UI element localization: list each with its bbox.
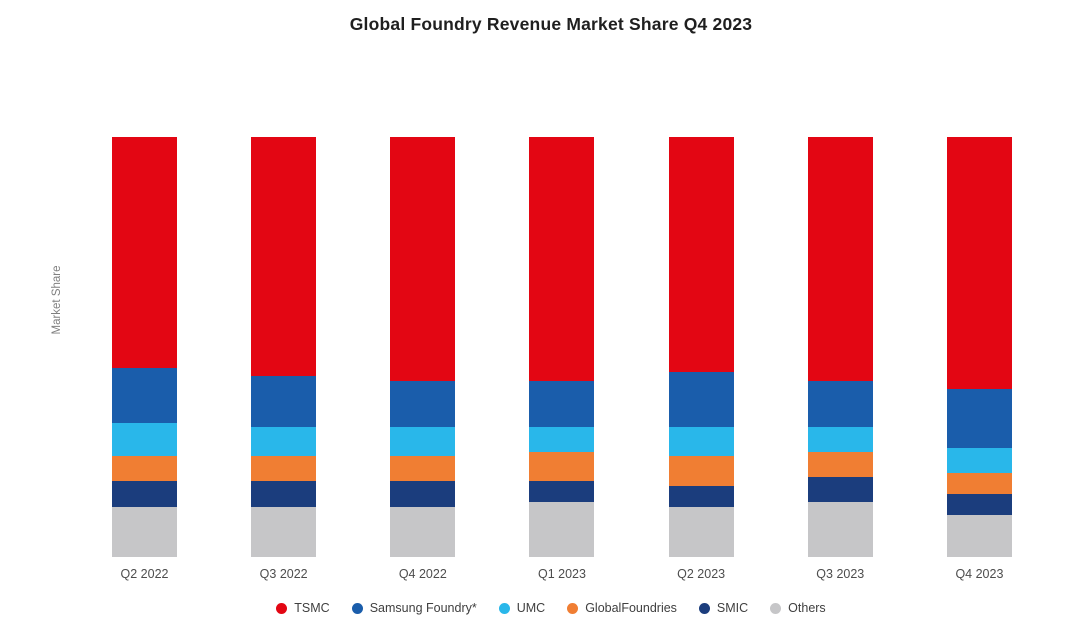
- stacked-bar: [946, 137, 1012, 557]
- bar-segment-samsung-foundry: [529, 380, 595, 427]
- bar-segment-globalfoundries: [251, 456, 317, 482]
- bar-segment-smic: [390, 481, 456, 507]
- legend-dot-icon: [351, 602, 363, 614]
- stacked-bar: [529, 137, 595, 557]
- bar-segment-tsmc: [251, 137, 317, 377]
- bar-segment-globalfoundries: [529, 451, 595, 482]
- bar-segment-others: [112, 506, 177, 557]
- bar-segment-samsung-foundry: [112, 368, 177, 423]
- bar-segment-tsmc: [390, 137, 456, 381]
- bar-segment-umc: [112, 422, 177, 457]
- legend-item-tsmc: TSMC: [276, 601, 330, 615]
- stacked-bar: [390, 137, 456, 557]
- bar-segment-others: [946, 514, 1012, 557]
- x-axis-tick-label: Q1 2023: [537, 567, 586, 581]
- bar-segment-samsung-foundry: [668, 372, 734, 427]
- bar-segment-others: [529, 502, 595, 557]
- legend-item-globalfoundries: GlobalFoundries: [567, 601, 677, 615]
- legend-label: UMC: [516, 601, 546, 615]
- legend-dot-icon: [698, 602, 710, 614]
- bar-segment-globalfoundries: [668, 456, 734, 486]
- stacked-bar: [112, 137, 177, 557]
- chart-title: Global Foundry Revenue Market Share Q4 2…: [349, 14, 753, 34]
- stacked-bar: [807, 137, 873, 557]
- bar-segment-umc: [946, 447, 1012, 473]
- x-axis-tick-label: Q2 2022: [120, 567, 169, 581]
- bar-segment-smic: [112, 481, 177, 507]
- legend-item-umc: UMC: [498, 601, 546, 615]
- legend-label: Samsung Foundry*: [369, 601, 477, 615]
- legend-dot-icon: [567, 602, 579, 614]
- bar-segment-samsung-foundry: [390, 380, 456, 427]
- bar-segment-others: [251, 506, 317, 557]
- stacked-bar: [251, 137, 317, 557]
- legend-dot-icon: [770, 602, 782, 614]
- legend-item-smic: SMIC: [698, 601, 749, 615]
- bar-segment-smic: [807, 477, 873, 503]
- bar-segment-umc: [251, 426, 317, 457]
- bar-segment-globalfoundries: [807, 451, 873, 478]
- bar-segment-tsmc: [668, 137, 734, 373]
- bar-column-q2-2023: Q2 2023: [668, 137, 734, 581]
- stacked-bar: [668, 137, 734, 557]
- bar-segment-smic: [529, 481, 595, 503]
- bar-column-q4-2023: Q4 2023: [946, 137, 1012, 581]
- legend-label: SMIC: [716, 601, 749, 615]
- bar-segment-umc: [529, 426, 595, 452]
- bar-segment-umc: [390, 426, 456, 457]
- bar-segment-smic: [668, 485, 734, 507]
- legend-label: GlobalFoundries: [585, 601, 677, 615]
- legend-dot-icon: [498, 602, 510, 614]
- bar-column-q3-2023: Q3 2023: [807, 137, 873, 581]
- legend-label: TSMC: [294, 601, 330, 615]
- legend: TSMC Samsung Foundry* UMC GlobalFoundries SM…: [45, 601, 1057, 615]
- legend-dot-icon: [276, 602, 288, 614]
- bar-segment-globalfoundries: [946, 472, 1012, 494]
- bar-segment-globalfoundries: [390, 456, 456, 482]
- x-axis-tick-label: Q3 2022: [259, 567, 308, 581]
- bar-segment-smic: [251, 481, 317, 507]
- bar-column-q3-2022: Q3 2022: [251, 137, 317, 581]
- bar-segment-tsmc: [807, 137, 873, 381]
- bar-column-q2-2022: Q2 2022: [112, 137, 177, 581]
- bar-segment-umc: [807, 426, 873, 452]
- bar-segment-tsmc: [946, 137, 1012, 389]
- legend-label: Others: [788, 601, 826, 615]
- bar-segment-samsung-foundry: [946, 389, 1012, 448]
- bar-segment-umc: [668, 426, 734, 457]
- bar-segment-tsmc: [112, 137, 177, 368]
- x-axis-tick-label: Q4 2023: [955, 567, 1004, 581]
- bar-column-q4-2022: Q4 2022: [390, 137, 456, 581]
- bar-segment-others: [807, 502, 873, 557]
- legend-item-samsung-foundry: Samsung Foundry*: [351, 601, 477, 615]
- bar-segment-smic: [946, 493, 1012, 515]
- bar-segment-samsung-foundry: [807, 380, 873, 427]
- plot-area: Q2 2022 Q3 2022 Q4 2022 Q1 2023 Q2 2023 Q3 20…: [112, 137, 1012, 581]
- y-axis-label: Market Share: [51, 265, 63, 335]
- x-axis-tick-label: Q3 2023: [816, 567, 865, 581]
- bar-segment-tsmc: [529, 137, 595, 381]
- bar-segment-others: [668, 506, 734, 557]
- bar-segment-globalfoundries: [112, 456, 177, 482]
- bar-segment-samsung-foundry: [251, 376, 317, 427]
- x-axis-tick-label: Q4 2022: [398, 567, 447, 581]
- bar-segment-others: [390, 506, 456, 557]
- x-axis-tick-label: Q2 2023: [677, 567, 726, 581]
- bar-column-q1-2023: Q1 2023: [529, 137, 595, 581]
- legend-item-others: Others: [770, 601, 826, 615]
